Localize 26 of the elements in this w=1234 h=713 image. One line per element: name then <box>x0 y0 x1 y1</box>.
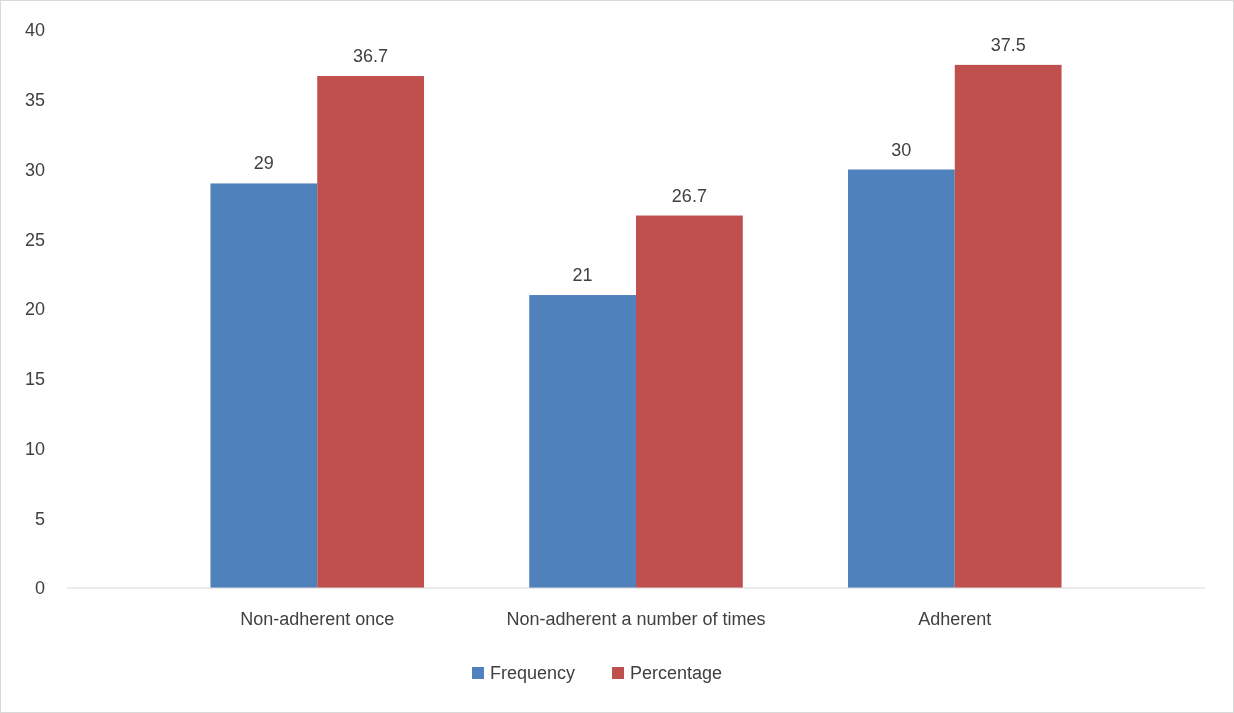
y-tick-label: 20 <box>24 299 45 320</box>
y-tick-label: 25 <box>24 229 45 250</box>
y-tick-label: 10 <box>24 438 45 459</box>
y-tick-label: 0 <box>34 578 45 599</box>
bar <box>954 64 1062 588</box>
data-label: 37.5 <box>990 34 1026 55</box>
data-label: 30 <box>891 139 912 160</box>
x-tick-label: Adherent <box>918 609 992 629</box>
y-tick-label: 35 <box>24 90 45 111</box>
bar <box>210 183 318 588</box>
legend-label: Percentage <box>630 663 723 684</box>
bar <box>317 76 425 588</box>
bar <box>847 169 955 588</box>
y-tick-label: 30 <box>24 159 45 180</box>
data-label: 21 <box>572 265 593 286</box>
y-tick-label: 5 <box>34 508 45 529</box>
data-label: 29 <box>253 153 274 174</box>
y-tick-label: 15 <box>24 369 45 390</box>
bar <box>529 295 636 588</box>
x-tick-label: Non-adherent a number of times <box>506 609 766 629</box>
data-label: 36.7 <box>353 46 389 67</box>
bar <box>636 215 743 588</box>
x-tick-label: Non-adherent once <box>240 609 395 629</box>
data-label: 26.7 <box>671 185 707 206</box>
legend-label: Frequency <box>490 663 576 684</box>
y-tick-label: 40 <box>24 20 45 41</box>
